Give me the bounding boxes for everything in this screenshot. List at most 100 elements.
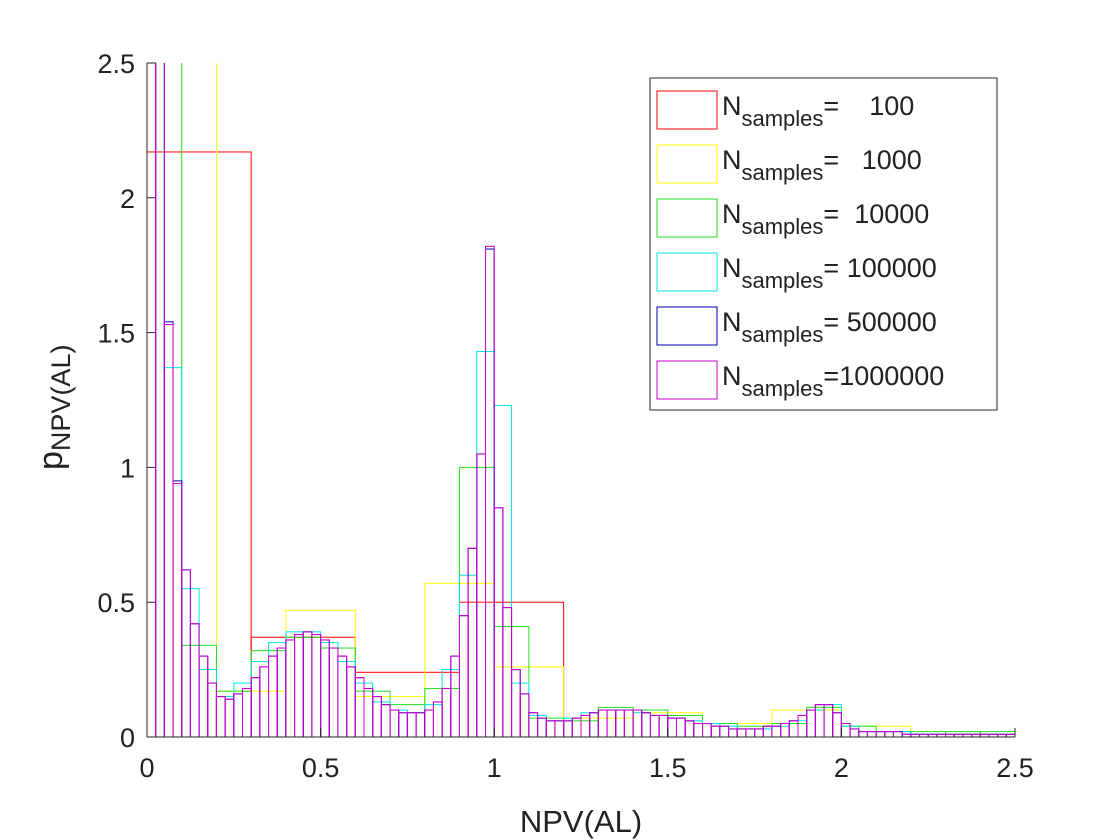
- histogram-bar: [450, 655, 460, 737]
- histogram-bar: [563, 720, 573, 737]
- histogram-bar: [823, 704, 834, 737]
- histogram-bar: [780, 723, 790, 737]
- histogram-bar: [485, 245, 495, 737]
- histogram-bar: [285, 639, 296, 737]
- histogram-bar: [675, 717, 686, 737]
- legend-box: [649, 77, 998, 411]
- histogram-bar: [528, 712, 539, 737]
- legend-entry: = 10000: [823, 199, 929, 229]
- histogram-bar: [380, 704, 391, 737]
- histogram-bar: [215, 696, 226, 737]
- histogram-bar: [294, 634, 304, 737]
- histogram-bar: [589, 712, 599, 737]
- legend-subscript: samples: [742, 160, 824, 185]
- histogram-bar: [597, 709, 608, 737]
- histogram-bar: [884, 731, 894, 737]
- histogram-bar: [519, 693, 530, 737]
- histogram-bar: [189, 623, 200, 737]
- histogram-bar: [241, 687, 252, 737]
- histogram-bar: [389, 709, 400, 737]
- legend-label: Nsamples=1000000: [722, 361, 944, 401]
- legend-label: Nsamples= 1000: [722, 145, 922, 185]
- y-tick-label: 1: [120, 453, 135, 483]
- histogram-bar: [346, 666, 356, 737]
- histogram-bar: [268, 655, 278, 737]
- legend-entry: = 100000: [823, 253, 936, 283]
- histogram-bar: [528, 712, 539, 737]
- histogram-bar: [745, 728, 756, 737]
- histogram-bar: [458, 615, 469, 737]
- histogram-bar: [797, 714, 808, 737]
- histogram-bar: [745, 728, 756, 737]
- histogram-bar: [493, 507, 504, 737]
- x-tick-label: 1.5: [649, 753, 687, 783]
- y-tick-label: 2: [120, 184, 135, 214]
- legend-swatch: [656, 360, 718, 400]
- histogram-bar: [163, 324, 174, 737]
- histogram-bar: [259, 666, 270, 737]
- histogram-bar: [840, 723, 851, 737]
- histogram-bar: [207, 682, 217, 737]
- histogram-bar: [823, 704, 834, 737]
- histogram-bar: [493, 507, 504, 737]
- histogram-bar: [511, 669, 521, 737]
- histogram-bar: [849, 728, 860, 737]
- histogram-bar: [892, 731, 903, 737]
- histogram-bar: [675, 717, 686, 737]
- histogram-bar: [250, 677, 261, 737]
- histogram-bar: [406, 712, 417, 737]
- histogram-bar: [311, 634, 322, 737]
- histogram-bar: [840, 723, 851, 737]
- histogram-bar: [458, 615, 469, 737]
- histogram-bar: [476, 453, 487, 737]
- y-tick-label: 2.5: [97, 49, 135, 79]
- histogram-bar: [502, 607, 513, 737]
- histogram-bar: [276, 647, 287, 737]
- legend-subscript: samples: [742, 106, 824, 131]
- histogram-bar: [649, 714, 660, 737]
- histogram-bar: [754, 728, 764, 737]
- histogram-bar: [268, 655, 278, 737]
- histogram-bar: [684, 720, 695, 737]
- histogram-bar: [241, 687, 252, 737]
- histogram-bar: [710, 725, 721, 737]
- histogram-bar: [346, 666, 356, 737]
- y-tick-label: 1.5: [97, 319, 135, 349]
- histogram-bar: [728, 728, 738, 737]
- legend-label: Nsamples= 100000: [722, 253, 937, 293]
- histogram-bar: [762, 725, 773, 737]
- histogram-bar: [450, 655, 460, 737]
- histogram-bar: [432, 701, 443, 737]
- plot-area: [147, 63, 1015, 737]
- histogram-bar: [519, 693, 530, 737]
- histogram-bar: [702, 723, 712, 737]
- histogram-bar: [832, 712, 842, 737]
- legend-label: Nsamples= 500000: [722, 307, 937, 347]
- histogram-bar: [320, 639, 330, 737]
- histogram-bar: [181, 569, 191, 737]
- histogram-bar: [632, 709, 643, 737]
- histogram-bar: [302, 631, 313, 737]
- histogram-bar: [207, 682, 217, 737]
- histogram-bar: [589, 712, 599, 737]
- histogram-bar: [302, 631, 313, 737]
- legend-swatch: [656, 252, 718, 292]
- legend-swatch: [656, 306, 718, 346]
- histogram-bar: [780, 723, 790, 737]
- histogram-bar: [328, 647, 339, 737]
- histogram-bar: [406, 712, 417, 737]
- histogram-bar: [311, 634, 322, 737]
- histogram-bar: [814, 704, 825, 737]
- histogram-bar: [476, 453, 487, 737]
- histogram-bar: [693, 723, 704, 737]
- histogram-bar: [441, 687, 452, 737]
- histogram-bar: [762, 725, 773, 737]
- histogram-bar: [372, 696, 382, 737]
- histogram-bar: [372, 696, 382, 737]
- histogram-bar: [702, 723, 712, 737]
- histogram-bar: [615, 709, 625, 737]
- x-tick-label: 0: [139, 753, 154, 783]
- histogram-bar: [147, 63, 157, 737]
- histogram-bar: [415, 712, 426, 737]
